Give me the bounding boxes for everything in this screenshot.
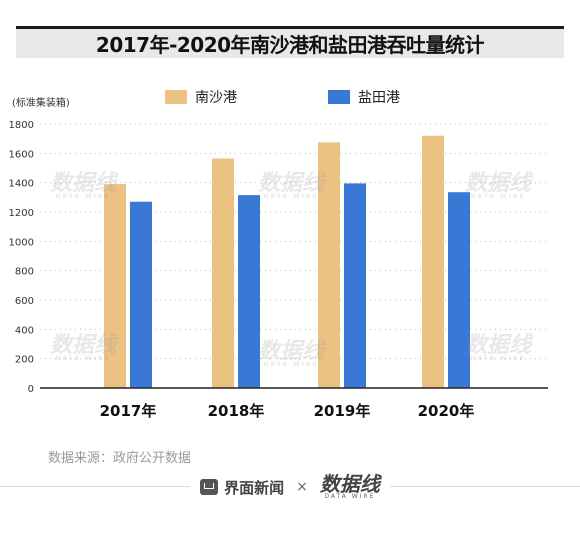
logo-text: 数据线	[319, 472, 380, 496]
bar-chart: (标准集装箱) 南沙港 盐田港 0 200 400 600 800 1000 1200 1400 16…	[9, 90, 548, 420]
y-tick-label: 1400	[9, 179, 34, 190]
legend-label: 盐田港	[358, 90, 400, 106]
bar	[422, 135, 444, 388]
bar	[130, 201, 152, 388]
source-note: 数据来源：政府公开数据	[48, 451, 192, 466]
x-tick-label: 2019年	[314, 402, 371, 420]
bar	[448, 192, 470, 388]
y-tick-label: 1800	[9, 120, 34, 131]
bar	[104, 184, 126, 388]
bar	[344, 183, 366, 388]
x-tick-label: 2020年	[418, 402, 475, 420]
x-tick-label: 2018年	[208, 402, 265, 420]
chart-title: 2017年-2020年南沙港和盐田港吞吐量统计	[95, 33, 485, 57]
y-tick-label: 800	[15, 267, 34, 278]
legend-label: 南沙港	[195, 90, 237, 106]
logo-subtext: DATA WIRE	[324, 493, 376, 500]
bar	[238, 195, 260, 388]
title-bar: 2017年-2020年南沙港和盐田港吞吐量统计	[16, 26, 564, 58]
times-symbol: ×	[296, 479, 308, 495]
y-tick-label: 1600	[9, 149, 34, 160]
bar	[212, 158, 234, 388]
bar	[318, 142, 340, 388]
y-tick-label: 400	[15, 325, 34, 336]
y-tick-label: 1200	[9, 208, 34, 219]
y-tick-label: 1000	[9, 237, 34, 248]
y-tick-label: 200	[15, 355, 34, 366]
footer: 界面新闻 × 数据线 DATA WIRE	[0, 472, 580, 502]
y-tick-label: 0	[28, 384, 34, 395]
y-tick-label: 600	[15, 296, 34, 307]
brand-icon	[200, 479, 219, 495]
brand-name: 界面新闻	[224, 478, 285, 497]
y-axis-label: (标准集装箱)	[12, 96, 70, 109]
legend-swatch	[328, 90, 350, 104]
x-tick-label: 2017年	[100, 402, 157, 420]
legend-swatch	[165, 90, 187, 104]
data-wire-logo: 数据线 DATA WIRE	[320, 474, 380, 500]
footer-brands: 界面新闻 × 数据线 DATA WIRE	[190, 474, 390, 500]
